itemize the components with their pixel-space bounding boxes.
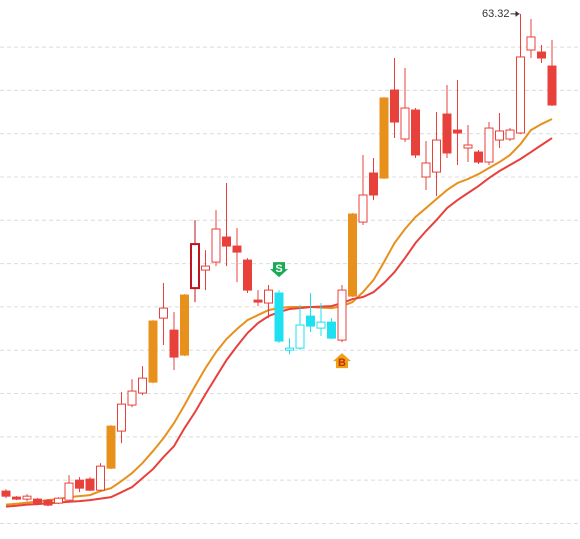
candle-body xyxy=(190,243,200,290)
candle-body xyxy=(138,377,147,394)
candle-body xyxy=(474,151,483,163)
candle-body xyxy=(390,89,399,123)
candle-body xyxy=(295,324,305,349)
candle-body xyxy=(400,107,410,140)
signal-arrow xyxy=(333,353,351,369)
candle-body xyxy=(106,425,116,469)
signal-label: S xyxy=(275,263,282,275)
candle-body xyxy=(243,259,252,291)
candle-body xyxy=(337,289,347,341)
candle-body xyxy=(484,127,494,163)
candle-body xyxy=(169,329,179,358)
candle-body xyxy=(96,465,105,491)
candle-body xyxy=(180,294,189,356)
candle-body xyxy=(285,347,294,351)
candle-body xyxy=(211,228,221,263)
candle-body xyxy=(253,299,263,303)
candle-body xyxy=(232,245,242,253)
max-label: 63.32 xyxy=(482,8,510,20)
candle-body xyxy=(432,139,441,173)
candle-body xyxy=(411,109,420,156)
candle-body xyxy=(358,194,368,223)
candle-body xyxy=(159,307,168,319)
candle-body xyxy=(526,36,536,51)
candle-body xyxy=(453,129,462,134)
candle-body xyxy=(327,321,336,339)
candle-body xyxy=(201,265,210,271)
candle-body xyxy=(421,162,431,178)
max-arrow-head xyxy=(515,10,520,17)
signal-label: B xyxy=(338,357,346,369)
candle-body xyxy=(463,144,473,149)
candle-body xyxy=(516,56,525,134)
candle-body xyxy=(117,403,126,432)
candle-body xyxy=(222,236,231,247)
candle-body xyxy=(22,495,32,500)
candle-body xyxy=(12,496,21,500)
candle-body xyxy=(379,97,389,179)
candle-body xyxy=(148,320,158,383)
candle-body xyxy=(537,51,546,59)
candle-body xyxy=(547,65,557,106)
candle-body xyxy=(306,315,315,327)
candle-body xyxy=(1,490,11,497)
candle-body xyxy=(264,289,273,304)
candle-body xyxy=(85,478,95,491)
candle-body xyxy=(369,172,378,196)
candle-body xyxy=(75,479,84,489)
candle-body xyxy=(316,321,326,329)
candle-body xyxy=(64,482,74,501)
candle-body xyxy=(505,129,515,140)
candle-body xyxy=(495,130,504,141)
candle-body xyxy=(33,498,42,505)
candle-body xyxy=(442,113,452,154)
signal-arrow xyxy=(270,262,288,278)
candle-body xyxy=(127,390,137,406)
candle-body xyxy=(54,497,63,504)
candle-body xyxy=(348,213,357,297)
candle-body xyxy=(274,292,284,342)
candle-body xyxy=(43,499,53,506)
